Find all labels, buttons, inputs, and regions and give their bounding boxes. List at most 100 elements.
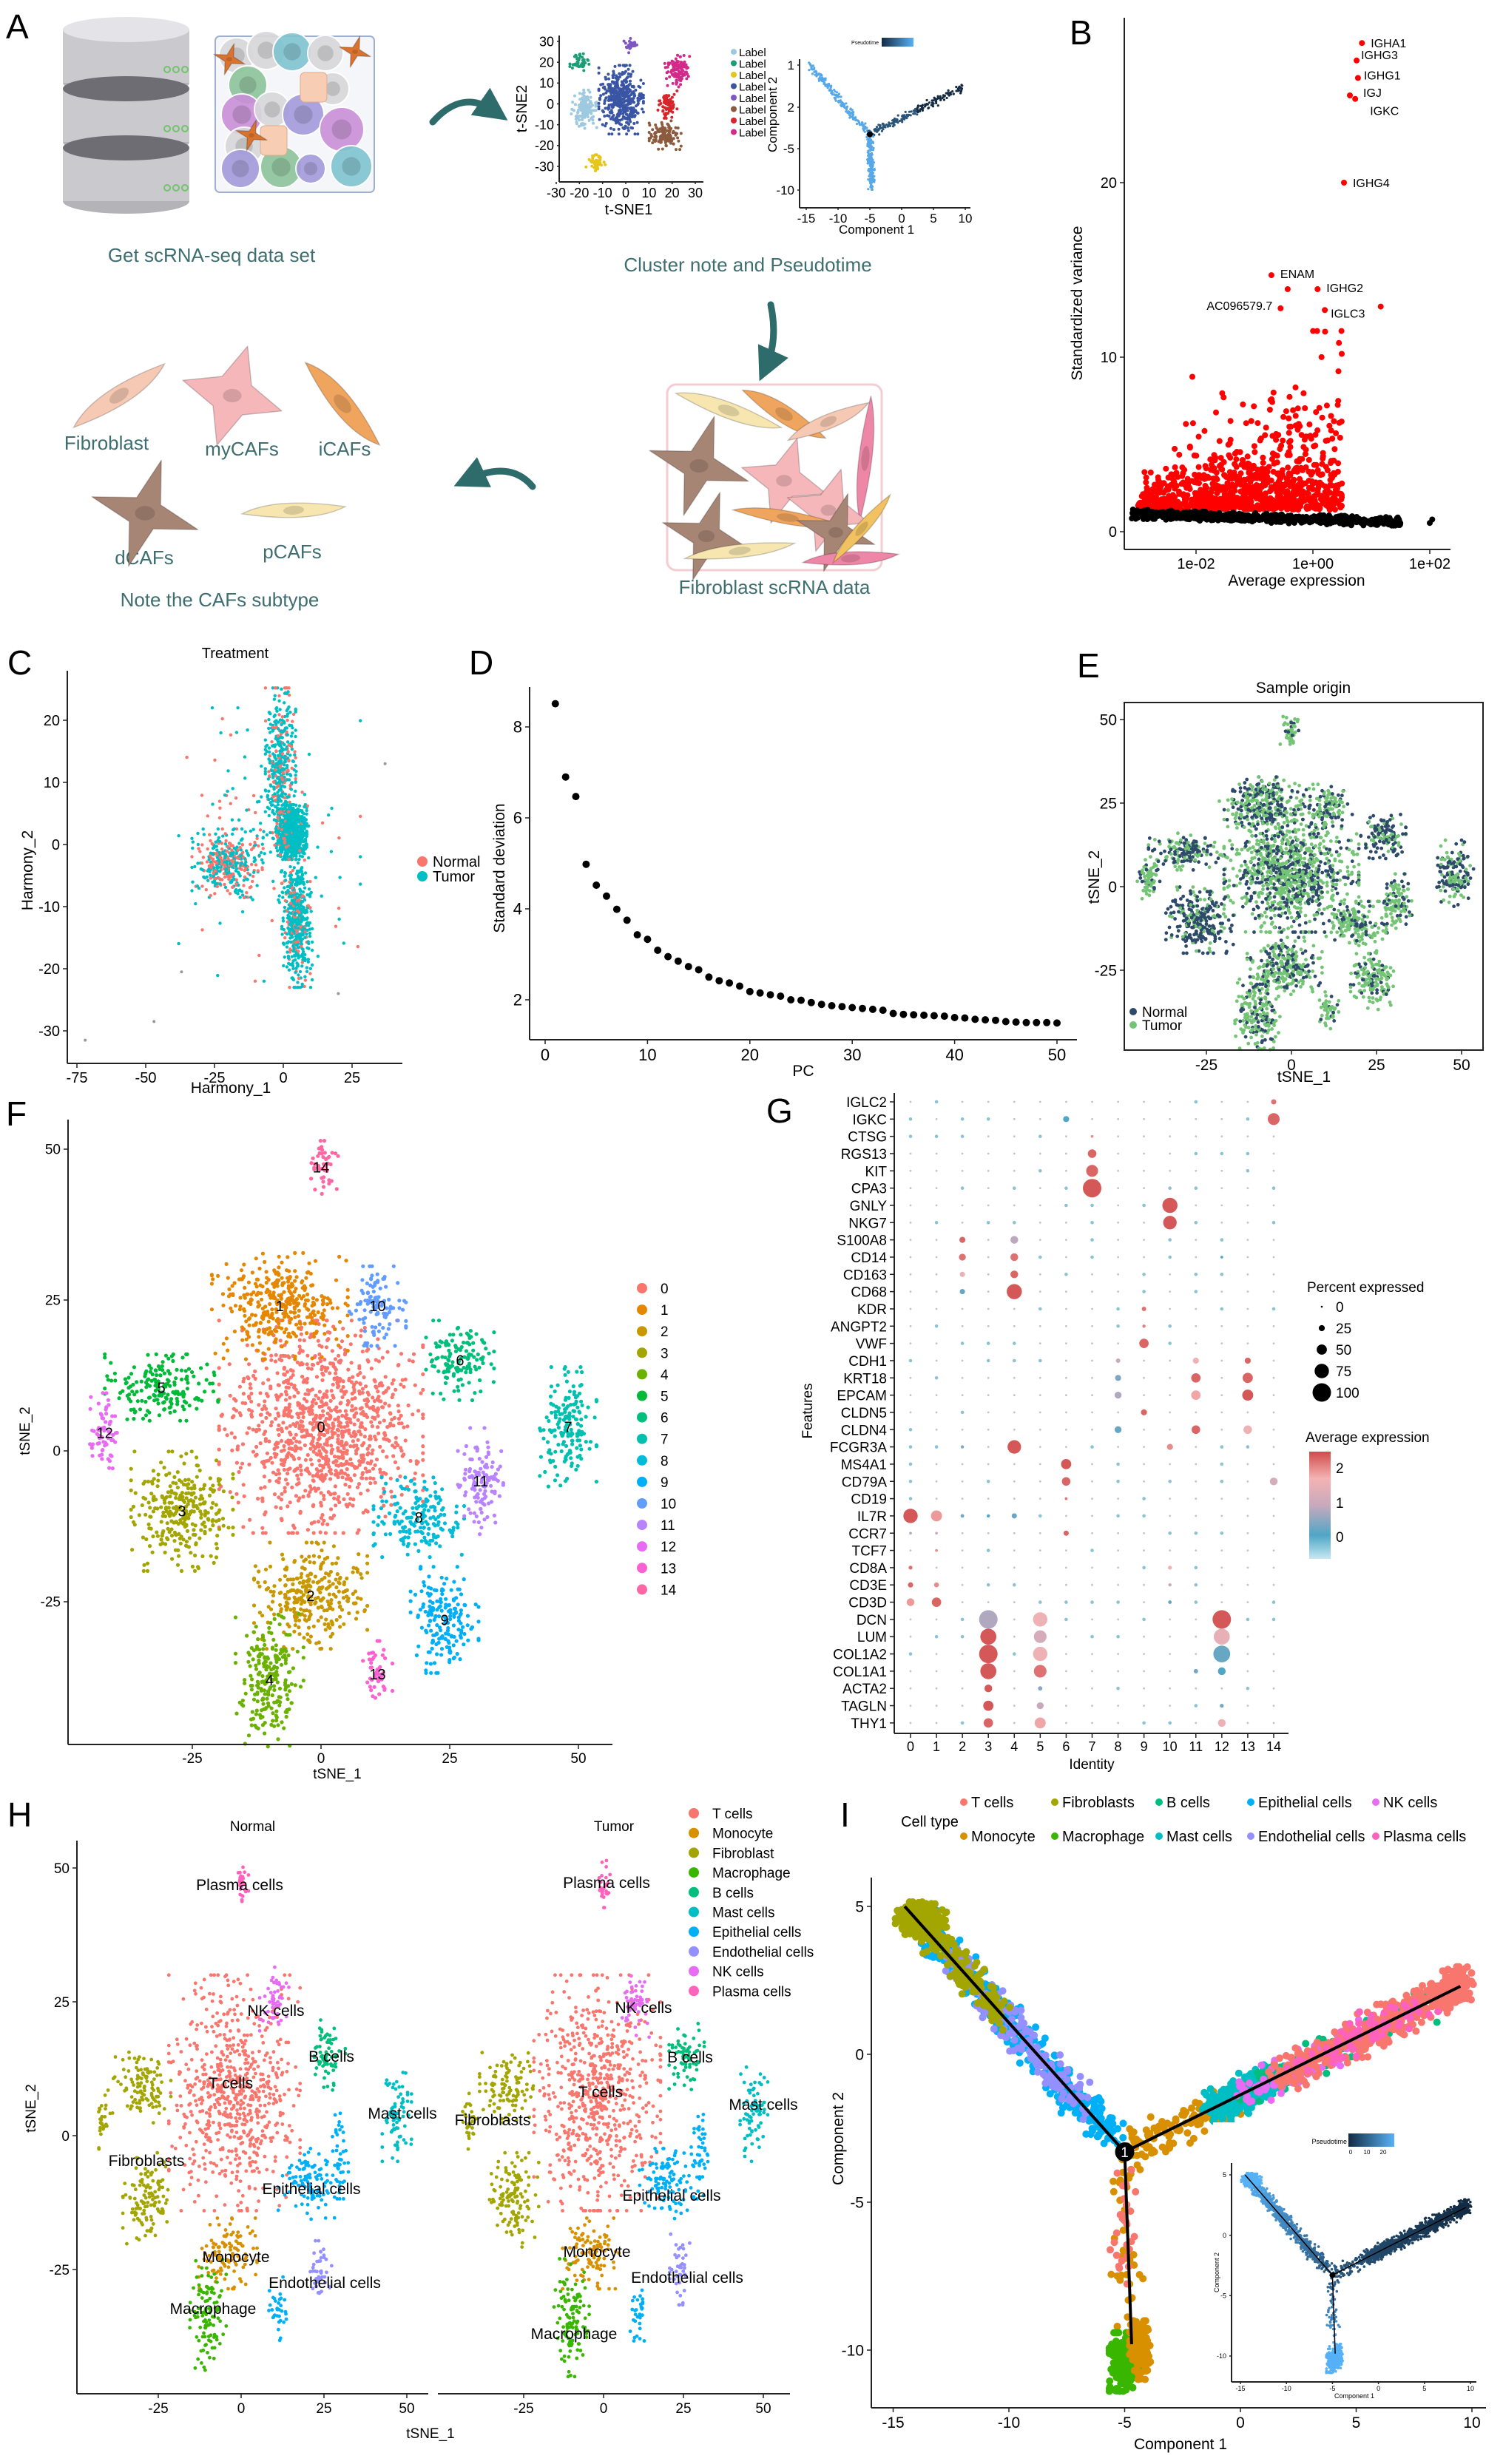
- mini-tsne-point: [673, 67, 676, 70]
- normal-cell-point: [273, 844, 276, 847]
- mini-tsne-point: [661, 121, 663, 124]
- panel-label-h: H: [7, 1795, 32, 1834]
- mini-tsne-point: [618, 64, 621, 67]
- normal-cell-point: [276, 816, 279, 819]
- mini-tsne-point: [610, 132, 613, 135]
- mini-pseudotime-point: [821, 80, 823, 82]
- x-tick-label: 0: [622, 186, 629, 200]
- mini-tsne-point: [602, 110, 605, 113]
- tumor-cell-point: [294, 708, 297, 711]
- mini-tsne-ylabel: t-SNE2: [514, 85, 530, 132]
- gene-point: [1146, 510, 1152, 516]
- variable-gene-point: [1306, 478, 1312, 484]
- tumor-cell-point: [280, 850, 283, 853]
- mini-tsne-point: [609, 112, 612, 115]
- mini-tsne-point: [636, 121, 639, 124]
- tumor-cell-point: [305, 933, 308, 935]
- mini-pseudotime-point: [937, 104, 939, 106]
- mini-tsne-point: [667, 64, 670, 67]
- tumor-cell-point: [290, 788, 293, 791]
- mini-tsne-point: [575, 114, 578, 117]
- variable-gene-point: [1306, 469, 1312, 475]
- tumor-cell-point: [294, 764, 297, 767]
- mini-tsne-point: [632, 70, 635, 73]
- tumor-cell-point: [273, 792, 276, 795]
- mini-pseudotime-point: [834, 94, 836, 96]
- mini-tsne-point: [626, 118, 629, 121]
- mini-tsne-point: [669, 119, 672, 122]
- variable-gene-point: [1329, 436, 1335, 441]
- mini-tsne-point: [598, 89, 601, 92]
- tumor-cell-point: [268, 746, 271, 749]
- x-tick-label: 1e+02: [1409, 556, 1450, 572]
- mini-pseudotime-point: [871, 177, 874, 179]
- tumor-cell-point: [264, 810, 267, 813]
- tumor-cell-point: [291, 822, 294, 825]
- gene-point: [1183, 510, 1189, 515]
- mini-tsne-point: [667, 133, 670, 136]
- mini-pseudotime-point: [878, 133, 880, 135]
- tumor-cell-point: [264, 748, 267, 751]
- mini-tsne-point: [629, 46, 632, 49]
- nucleus-icon: [294, 105, 312, 123]
- variable-gene-point: [1228, 437, 1234, 443]
- tumor-cell-point: [295, 884, 298, 887]
- nucleus-icon: [304, 162, 317, 175]
- mini-pseudotime-point: [837, 96, 840, 98]
- variable-gene-point: [1335, 402, 1341, 408]
- mini-pseudotime-point: [824, 85, 826, 87]
- nucleus-icon: [776, 475, 792, 487]
- mini-pseudotime-point: [811, 72, 814, 75]
- mini-tsne-point: [598, 97, 601, 100]
- mini-pseudotime-point: [829, 88, 831, 90]
- mini-tsne-point: [670, 116, 673, 119]
- tumor-cell-point: [268, 807, 271, 810]
- legend-swatch: [731, 95, 737, 101]
- mini-tsne-point: [595, 126, 598, 129]
- tumor-cell-point: [297, 814, 300, 817]
- mini-tsne-point: [603, 160, 606, 163]
- mini-tsne-point: [618, 132, 621, 135]
- tumor-cell-point: [274, 694, 277, 697]
- tumor-cell-point: [272, 785, 275, 788]
- variable-gene-point: [1293, 413, 1299, 419]
- mini-tsne-point: [673, 93, 676, 96]
- variable-gene-point: [1320, 450, 1326, 456]
- legend-swatch: [731, 118, 737, 123]
- variable-gene-point: [1226, 453, 1232, 458]
- mini-pseudotime-point: [820, 75, 822, 77]
- mini-pseudotime-point: [941, 97, 943, 99]
- mini-tsne-point: [618, 128, 621, 131]
- tumor-cell-point: [281, 731, 284, 734]
- mini-tsne-point: [634, 89, 637, 92]
- labeled-gene-point: [1269, 272, 1274, 278]
- variable-gene-point: [1213, 410, 1219, 416]
- variable-gene-point: [1267, 407, 1273, 413]
- mini-pseudotime-point: [872, 141, 874, 143]
- mini-pseudotime-point: [916, 113, 918, 115]
- tumor-cell-point: [305, 809, 308, 812]
- mini-tsne-point: [632, 106, 635, 109]
- tumor-cell-point: [299, 842, 302, 845]
- mini-tsne-point: [666, 70, 669, 73]
- mini-tsne-point: [609, 92, 612, 95]
- gene-point: [1226, 511, 1232, 517]
- variable-gene-point: [1232, 450, 1238, 456]
- y-tick-label: 20: [1101, 175, 1117, 192]
- step-get-data-label: Get scRNA-seq data set: [108, 244, 316, 266]
- mini-pseudotime-point: [922, 107, 924, 109]
- nucleus-icon: [135, 506, 155, 521]
- mini-tsne-point: [633, 95, 636, 98]
- labeled-gene-point: [1354, 58, 1360, 64]
- mini-tsne-point: [642, 82, 645, 85]
- mini-tsne-point: [638, 99, 641, 102]
- mini-pseudotime-point: [955, 89, 957, 92]
- variable-gene-point: [1286, 439, 1292, 445]
- mini-tsne-point: [571, 67, 574, 70]
- mini-tsne-point: [620, 123, 623, 126]
- normal-cell-point: [264, 720, 267, 722]
- variable-gene-point: [1269, 501, 1275, 507]
- tumor-cell-point: [294, 774, 297, 776]
- x-tick-label: -20: [570, 186, 589, 200]
- gene-point: [1319, 516, 1325, 522]
